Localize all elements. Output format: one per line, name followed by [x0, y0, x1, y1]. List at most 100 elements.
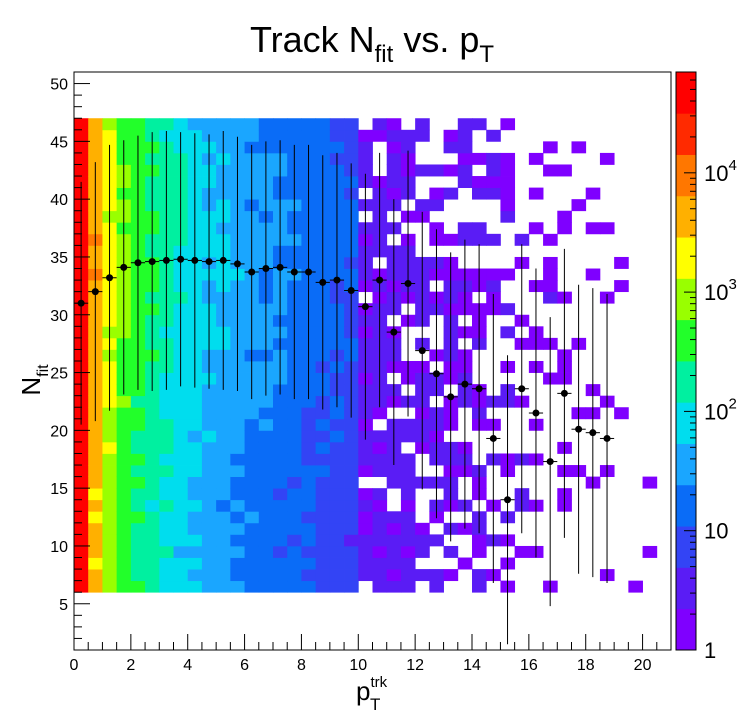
- heatmap-cell: [230, 522, 245, 535]
- heatmap-cell: [301, 407, 317, 420]
- heatmap-cell: [230, 118, 245, 131]
- heatmap-cell: [130, 384, 146, 397]
- heatmap-cell: [358, 569, 373, 582]
- heatmap-cell: [344, 152, 359, 165]
- heatmap-cell: [287, 534, 302, 547]
- heatmap-cell: [258, 522, 274, 535]
- profile-point: [603, 434, 611, 442]
- heatmap-cell: [216, 430, 231, 443]
- heatmap-cell: [358, 129, 373, 142]
- heatmap-cell: [130, 453, 146, 466]
- heatmap-cell: [273, 418, 288, 431]
- heatmap-cell: [315, 430, 331, 443]
- heatmap-cell: [258, 418, 274, 431]
- heatmap-cell: [74, 534, 89, 547]
- heatmap-cell: [358, 152, 373, 165]
- heatmap-cell: [301, 129, 317, 142]
- heatmap-cell: [74, 569, 89, 582]
- heatmap-cell: [102, 511, 118, 524]
- heatmap-cell: [372, 407, 388, 420]
- heatmap-cell: [372, 118, 388, 131]
- heatmap-cell: [315, 569, 331, 582]
- profile-point: [390, 328, 398, 336]
- heatmap-cell: [287, 569, 302, 582]
- heatmap-cell: [329, 453, 345, 466]
- heatmap-cell: [557, 210, 572, 223]
- color-scale-segment: [676, 526, 696, 568]
- heatmap-cell: [173, 118, 189, 131]
- color-scale: 1 10 102 103 104: [675, 71, 737, 663]
- heatmap-cell: [130, 441, 146, 454]
- heatmap-cell: [201, 118, 217, 131]
- heatmap-cell: [145, 395, 160, 408]
- heatmap-cell: [130, 407, 146, 420]
- heatmap-cell: [329, 441, 345, 454]
- heatmap-cell: [159, 545, 174, 558]
- heatmap-cell: [74, 545, 89, 558]
- heatmap-cell: [386, 152, 402, 165]
- heatmap-cell: [400, 580, 416, 593]
- heatmap-cell: [585, 222, 601, 235]
- heatmap-cell: [372, 453, 388, 466]
- heatmap-cell: [187, 465, 203, 477]
- heatmap-cell: [301, 395, 317, 408]
- heatmap-cell: [130, 499, 146, 512]
- heatmap-cell: [130, 418, 146, 431]
- heatmap-cell: [329, 407, 345, 420]
- heatmap-cell: [116, 488, 132, 501]
- heatmap-cell: [230, 418, 245, 431]
- heatmap-cell: [273, 545, 288, 558]
- y-axis-label-group: Nfit: [16, 364, 52, 396]
- heatmap-cell: [386, 580, 402, 593]
- heatmap-cell: [457, 129, 473, 142]
- heatmap-cell: [372, 499, 388, 512]
- heatmap-cell: [244, 511, 260, 524]
- heatmap-cell: [372, 569, 388, 582]
- heatmap-cell: [528, 222, 544, 235]
- heatmap-cell: [88, 441, 103, 454]
- heatmap-cell: [329, 430, 345, 443]
- heatmap-cell: [344, 545, 359, 558]
- heatmap-cell: [102, 488, 118, 501]
- heatmap-cell: [315, 545, 331, 558]
- heatmap-cell: [102, 580, 118, 593]
- heatmap-cell: [358, 164, 373, 177]
- heatmap-cell: [130, 395, 146, 408]
- heatmap-cell: [472, 534, 487, 547]
- heatmap-cell: [258, 580, 274, 593]
- heatmap-cell: [102, 476, 118, 489]
- heatmap-cell: [344, 488, 359, 501]
- profile-point: [404, 280, 412, 288]
- heatmap-cell: [230, 441, 245, 454]
- heatmap-cell: [230, 499, 245, 512]
- heatmap-cell: [145, 557, 160, 570]
- heatmap-cell: [500, 164, 516, 177]
- heatmap-cell: [500, 268, 516, 281]
- heatmap-cell: [145, 511, 160, 524]
- profile-point: [248, 268, 256, 276]
- x-tick-label: 4: [183, 657, 192, 674]
- profile-markers: [77, 255, 611, 504]
- heatmap-cell: [74, 511, 89, 524]
- heatmap-cell: [500, 199, 516, 212]
- heatmap-cell: [116, 465, 132, 477]
- heatmap-cell: [230, 545, 245, 558]
- heatmap-cell: [386, 176, 402, 188]
- heatmap-cell: [287, 118, 302, 131]
- heatmap-cell: [102, 557, 118, 570]
- heatmap-cell: [386, 118, 402, 131]
- heatmap-cell: [159, 395, 174, 408]
- heatmap-cell: [159, 441, 174, 454]
- heatmap-cell: [443, 233, 459, 246]
- heatmap-cell: [329, 569, 345, 582]
- heatmap-cell: [74, 488, 89, 501]
- color-scale-segment: [676, 361, 696, 403]
- heatmap-cell: [74, 152, 89, 165]
- heatmap-cell: [187, 441, 203, 454]
- heatmap-cell: [301, 511, 317, 524]
- heatmap-cell: [472, 118, 487, 131]
- y-tick-label: 25: [50, 366, 68, 383]
- heatmap-cell: [74, 465, 89, 477]
- heatmap-cell: [88, 488, 103, 501]
- heatmap-cell: [287, 557, 302, 570]
